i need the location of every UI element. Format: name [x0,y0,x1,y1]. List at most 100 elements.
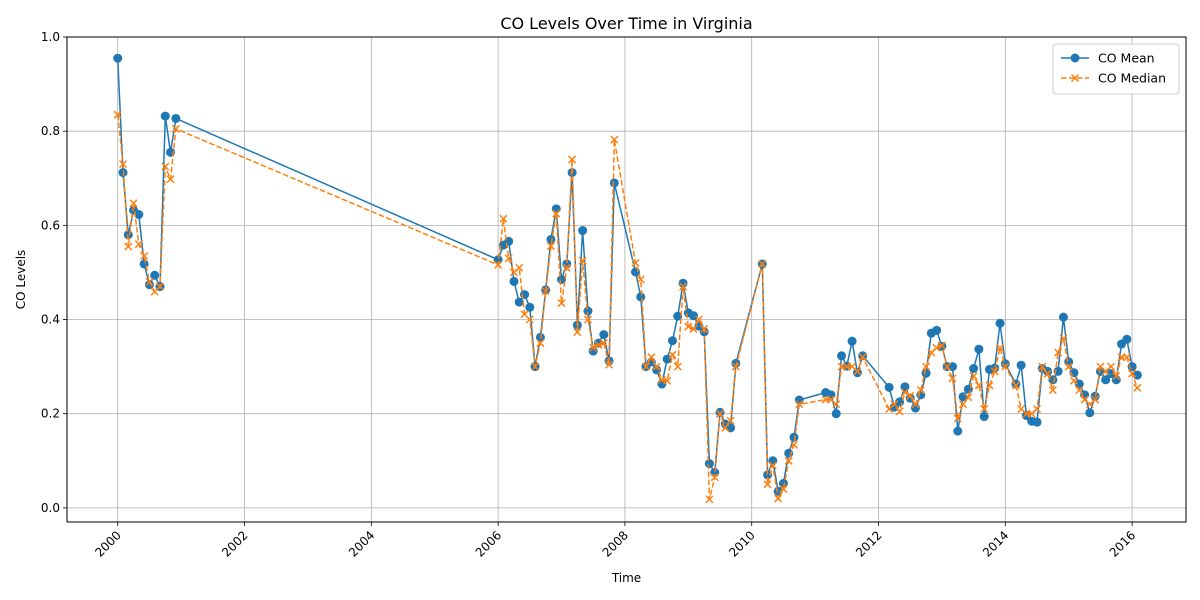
data-point [1101,375,1111,385]
data-point [1075,386,1084,395]
legend-label: CO Median [1098,71,1166,86]
data-point [499,214,508,223]
data-point [1011,381,1020,390]
data-point [667,336,677,346]
data-point [768,461,777,470]
data-point [995,318,1005,328]
data-point [140,251,149,260]
data-point [700,324,709,333]
legend-marker [1070,53,1080,63]
data-point [974,381,983,390]
data-point [932,325,942,335]
data-point [1054,348,1063,357]
data-point [958,400,968,409]
data-point [494,260,503,269]
data-point [916,390,926,400]
data-point [969,363,979,373]
data-point [171,113,181,123]
data-point [1032,417,1042,427]
data-point [911,400,920,409]
data-point [124,242,133,251]
data-point [853,367,862,376]
data-point [551,204,561,214]
legend-label: CO Mean [1098,51,1155,66]
data-point [679,282,688,291]
data-point [789,432,799,442]
data-point [599,339,608,348]
data-point [113,110,122,119]
data-point [763,470,773,480]
x-axis-title: Time [611,571,641,585]
data-point [161,162,170,171]
data-point [589,343,598,352]
data-point [1059,334,1068,343]
data-point [652,362,661,371]
data-point [990,367,999,376]
plot-frame [66,36,1187,523]
data-point [568,155,577,164]
data-point [832,400,841,409]
data-point [964,393,973,402]
data-point [705,495,714,504]
data-point [726,416,735,425]
data-point [779,485,788,494]
grid [67,36,1186,522]
legend-box [1052,43,1180,95]
data-point [704,459,714,469]
data-point [525,315,534,324]
data-point [678,278,688,288]
data-point [932,343,941,352]
data-point [578,226,588,236]
data-point [129,199,138,208]
data-point [1000,359,1010,369]
data-point [150,270,160,280]
data-point [774,494,783,503]
data-point [795,400,804,409]
data-point [694,315,703,324]
data-point [1064,362,1073,371]
data-point [916,386,925,395]
data-point [715,407,725,417]
y-tick-label: 0.8 [41,124,60,138]
data-point [1074,379,1084,389]
data-point [1122,353,1131,362]
data-point [557,275,567,284]
data-point [980,404,989,414]
data-point [562,263,571,272]
data-point [610,135,619,144]
data-point [900,382,910,392]
data-point [641,362,651,371]
data-point [1016,360,1026,370]
data-point [1122,334,1132,344]
data-point [1127,362,1137,372]
data-point [1091,395,1100,404]
data-point [139,259,149,269]
series-layer [113,53,1142,504]
data-point [583,306,593,316]
data-point [166,175,175,184]
data-point [1001,362,1010,371]
legend: CO Mean CO Median [1052,43,1180,95]
data-point [684,322,693,331]
data-point [778,478,788,488]
data-point [937,341,946,350]
data-point [1069,376,1079,385]
data-point [536,339,545,348]
data-point [525,302,535,312]
data-point [831,409,841,419]
data-point [974,344,984,354]
data-point [721,423,730,432]
data-point [847,336,857,346]
data-point [134,210,144,220]
data-point [884,382,894,392]
data-point [890,400,899,409]
data-point [673,362,682,371]
data-point [531,362,540,371]
data-point [504,254,513,263]
data-point [160,111,170,121]
data-point [979,412,989,422]
data-point [731,362,740,371]
legend-marker [1070,73,1080,83]
data-point [541,287,550,296]
